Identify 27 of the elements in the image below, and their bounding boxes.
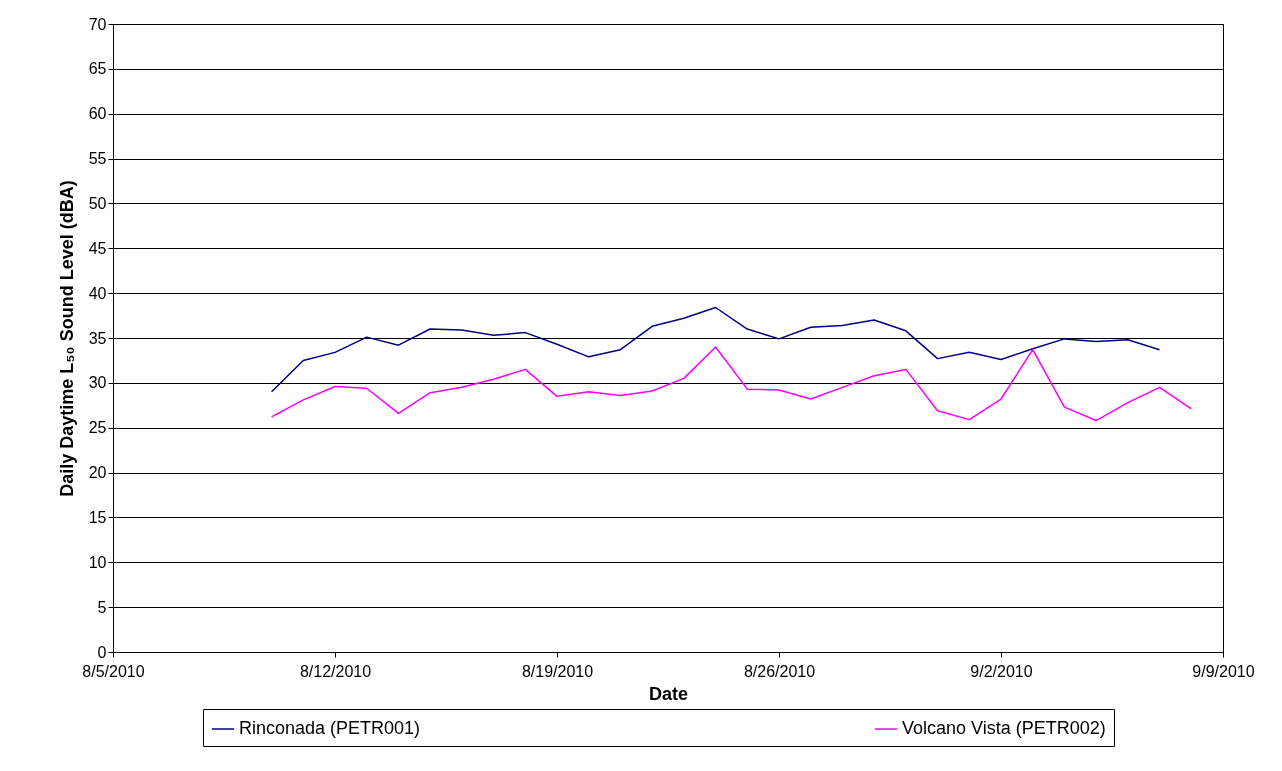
legend-label: Volcano Vista (PETR002) [902,718,1106,738]
x-tick-label: 8/12/2010 [299,662,372,680]
y-tick-label: 35 [88,329,107,347]
y-tick-label: 0 [97,643,107,661]
x-tick-label: 9/9/2010 [1192,662,1255,680]
line-series [270,306,1161,393]
x-tick-label: 8/5/2010 [82,662,145,680]
y-tick-label: 10 [88,553,107,571]
y-tick-label: 30 [88,374,107,392]
x-tick-label: 8/26/2010 [743,662,816,680]
y-tick-label: 55 [88,150,107,168]
line-series [270,346,1193,422]
y-axis-title: Daily Daytime L₅₀ Sound Level (dBA) [56,180,77,497]
y-tick-label: 40 [88,284,107,302]
y-tick-label: 45 [88,239,107,257]
y-tick-label: 5 [97,598,107,616]
y-tick-label: 65 [88,60,107,78]
y-tick-label: 15 [88,508,107,526]
x-tick-label: 8/19/2010 [521,662,594,680]
y-tick-label: 50 [88,194,107,212]
y-tick-label: 60 [88,105,107,123]
x-axis-title: Date [648,683,689,704]
y-tick-label: 25 [88,419,107,437]
y-tick-label: 70 [88,15,107,33]
y-tick-label: 20 [88,464,107,482]
legend-label: Rinconada (PETR001) [239,718,421,738]
x-tick-label: 9/2/2010 [970,662,1033,680]
